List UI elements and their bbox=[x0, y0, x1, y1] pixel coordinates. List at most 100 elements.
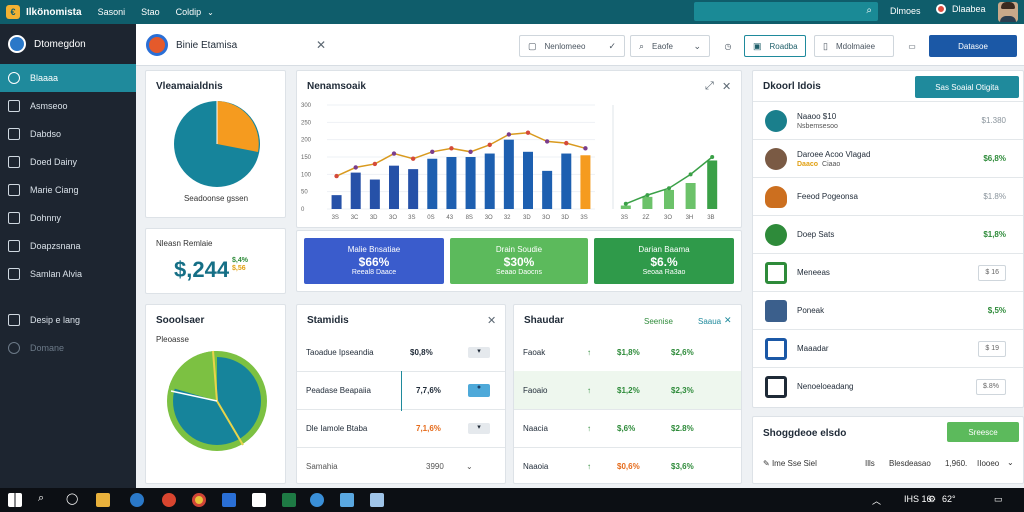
kpi-tile-0[interactable]: Malie Bnsatiae $66% Reeal8 Daace bbox=[304, 238, 444, 284]
close-icon[interactable]: ✕ bbox=[724, 315, 732, 325]
toolbar-button-3[interactable]: ▯ Mdolmaiee bbox=[814, 35, 894, 57]
x-tick-label: 32 bbox=[504, 215, 511, 221]
list-item-badge[interactable]: $ 19 bbox=[978, 340, 1006, 357]
stat-value: $,244 bbox=[174, 257, 230, 282]
excel-icon[interactable] bbox=[282, 493, 296, 507]
row-dropdown[interactable]: ▾ bbox=[468, 346, 490, 358]
browser-icon[interactable] bbox=[130, 493, 144, 507]
sidebar-item-7[interactable]: Samlan Alvia bbox=[0, 260, 136, 288]
chevron-icon[interactable]: ⌄ bbox=[466, 462, 473, 471]
search-icon[interactable]: ⌕ bbox=[866, 5, 872, 16]
list-item-name: Meneeas bbox=[797, 268, 830, 277]
chart-title: Nenamsoaik bbox=[307, 81, 366, 92]
list-item[interactable]: Dle Iamole Btaba 7,1,6% ▾ bbox=[297, 409, 505, 447]
chevron-down-icon[interactable]: ⌄ bbox=[207, 7, 214, 17]
sidebar-item-2[interactable]: Dabdso bbox=[0, 120, 136, 148]
list-item[interactable]: Samahia 3990 ⌄ bbox=[297, 447, 505, 483]
expand-icon[interactable]: ⤢ bbox=[705, 80, 714, 92]
toolbar-button-0[interactable]: ▢ Nenlomeeo ✓ bbox=[519, 35, 625, 57]
table-cell-a: $,6% bbox=[617, 424, 636, 433]
row-dropdown[interactable]: ▾ bbox=[468, 423, 490, 434]
table-cell-name: Naaoia bbox=[523, 462, 549, 471]
close-icon[interactable]: ✕ bbox=[722, 81, 732, 93]
list-item[interactable]: Nenoeloeadang $.8% bbox=[753, 367, 1023, 405]
list-item[interactable]: Daroee Acoo Vlagad Daaco Ciaao $6,8% bbox=[753, 139, 1023, 177]
row-toggle[interactable]: ● bbox=[468, 384, 490, 397]
list-item[interactable]: Taoadue Ipseandia $0,8% ▾ bbox=[297, 333, 505, 371]
sidebar-brand[interactable]: Dtomegdon bbox=[0, 24, 136, 64]
sidebar-item-5[interactable]: Dohnny bbox=[0, 204, 136, 232]
arrow-icon: ↑ bbox=[587, 385, 591, 395]
list-item[interactable]: Doep Sats $1,8% bbox=[753, 215, 1023, 253]
menu-item-0[interactable]: Sasoni bbox=[97, 7, 126, 17]
sidebar-item-8[interactable]: Desip e lang bbox=[0, 306, 136, 334]
sidebar-item-4[interactable]: Marie Ciang bbox=[0, 176, 136, 204]
chart-bar bbox=[369, 179, 380, 209]
close-icon[interactable]: ✕ bbox=[315, 38, 326, 52]
footer-right2[interactable]: IIooeo bbox=[977, 459, 1000, 468]
app-logo-icon[interactable]: € bbox=[6, 5, 20, 19]
search-icon[interactable]: ⌕ bbox=[38, 492, 45, 504]
monitor-icon[interactable]: ▭ bbox=[994, 494, 1003, 504]
table-row[interactable]: Faoak ↑ $1,8% $2,6% bbox=[514, 333, 741, 371]
chat-icon[interactable]: ◯ bbox=[66, 493, 79, 505]
notes-icon[interactable] bbox=[252, 493, 266, 507]
y-tick-label: 100 bbox=[301, 172, 312, 178]
store-icon[interactable] bbox=[222, 493, 236, 507]
sidebar-item-6[interactable]: Doapzsnana bbox=[0, 232, 136, 260]
list-item[interactable]: Meneeas $ 16 bbox=[753, 253, 1023, 291]
list-item[interactable]: Naaoo $10 Nsbemsesoo $1.380 bbox=[753, 101, 1023, 139]
close-icon[interactable]: ✕ bbox=[487, 315, 497, 327]
top-link[interactable]: Dlmoes bbox=[890, 6, 921, 16]
clock-button[interactable]: ◷ bbox=[718, 35, 738, 57]
mail-icon[interactable] bbox=[340, 493, 354, 507]
app-icon-red[interactable] bbox=[162, 493, 176, 507]
search-input[interactable] bbox=[694, 2, 854, 21]
user-menu[interactable]: Dlaabea bbox=[936, 4, 986, 14]
sidebar-item-3[interactable]: Doed Dainy bbox=[0, 148, 136, 176]
row-label: Samahia bbox=[306, 462, 338, 471]
chart-point bbox=[487, 142, 492, 148]
settings-icon[interactable]: ⚙ bbox=[928, 494, 937, 504]
donut-card: Sooolsaer Pleoasse bbox=[145, 304, 286, 484]
toolbar-button-4[interactable]: Datasoe bbox=[929, 35, 1017, 57]
footer-action-button[interactable]: Sreesce bbox=[947, 422, 1019, 442]
minimize-icon: ▭ bbox=[908, 41, 916, 51]
sidebar-item-9[interactable]: Domane bbox=[0, 334, 136, 362]
toolbar-button-1[interactable]: ⌕ Eaofe ⌄ bbox=[630, 35, 710, 57]
windows-start-icon[interactable] bbox=[8, 493, 22, 507]
toolbar-button-2[interactable]: ▣ Roadba bbox=[744, 35, 806, 57]
table-row[interactable]: Naacia ↑ $,6% $2.8% bbox=[514, 409, 741, 447]
kpi-label: Drain Soudie bbox=[495, 245, 543, 254]
chrome-icon[interactable] bbox=[192, 493, 206, 507]
search-box[interactable]: ⌕ bbox=[694, 2, 878, 21]
list-item[interactable]: Feeod Pogeonsa $1.8% bbox=[753, 177, 1023, 215]
sidebar-item-1[interactable]: Asmseoo bbox=[0, 92, 136, 120]
avatar[interactable] bbox=[998, 2, 1018, 22]
table-row[interactable]: Faoaio ↑ $1,2% $2,3% bbox=[514, 371, 741, 409]
edge-icon[interactable] bbox=[310, 493, 324, 507]
table-col2: Saaua bbox=[698, 317, 722, 326]
card-title: Sooolsaer bbox=[156, 315, 205, 326]
minimize-button[interactable]: ▭ bbox=[902, 35, 922, 57]
list-item[interactable]: Maaadar $ 19 bbox=[753, 329, 1023, 367]
list-item[interactable]: Poneak $,5% bbox=[753, 291, 1023, 329]
chart-point bbox=[430, 149, 435, 154]
mini-x-tick-label: 3H bbox=[686, 215, 694, 221]
panel-action-button[interactable]: Sas Soaial Otigita bbox=[915, 76, 1019, 98]
menu-item-2[interactable]: Coldip bbox=[175, 7, 202, 17]
table-row[interactable]: Naaoia ↑ $0,6% $3,6% bbox=[514, 447, 741, 483]
folder-icon[interactable] bbox=[96, 493, 110, 507]
mini-bar bbox=[685, 183, 696, 209]
list-item-badge[interactable]: $.8% bbox=[976, 378, 1006, 395]
chevron-down-icon[interactable]: ⌄ bbox=[1007, 458, 1014, 467]
menu-item-1[interactable]: Stao bbox=[141, 7, 160, 17]
active-tab[interactable]: Binie Etamisa ✕ bbox=[146, 32, 326, 58]
kpi-tile-1[interactable]: Drain Soudie $30% Seaao Daocns bbox=[450, 238, 588, 284]
sidebar-item-0[interactable]: Blaaaa bbox=[0, 64, 136, 92]
photos-icon[interactable] bbox=[370, 493, 384, 507]
stat-change-top: $,4% bbox=[232, 257, 248, 264]
chevron-up-icon[interactable]: ︿ bbox=[872, 496, 882, 506]
kpi-tile-2[interactable]: Darian Baama $6.% Seoaa Ra3ao bbox=[594, 238, 734, 284]
list-item-badge[interactable]: $ 16 bbox=[978, 264, 1006, 281]
